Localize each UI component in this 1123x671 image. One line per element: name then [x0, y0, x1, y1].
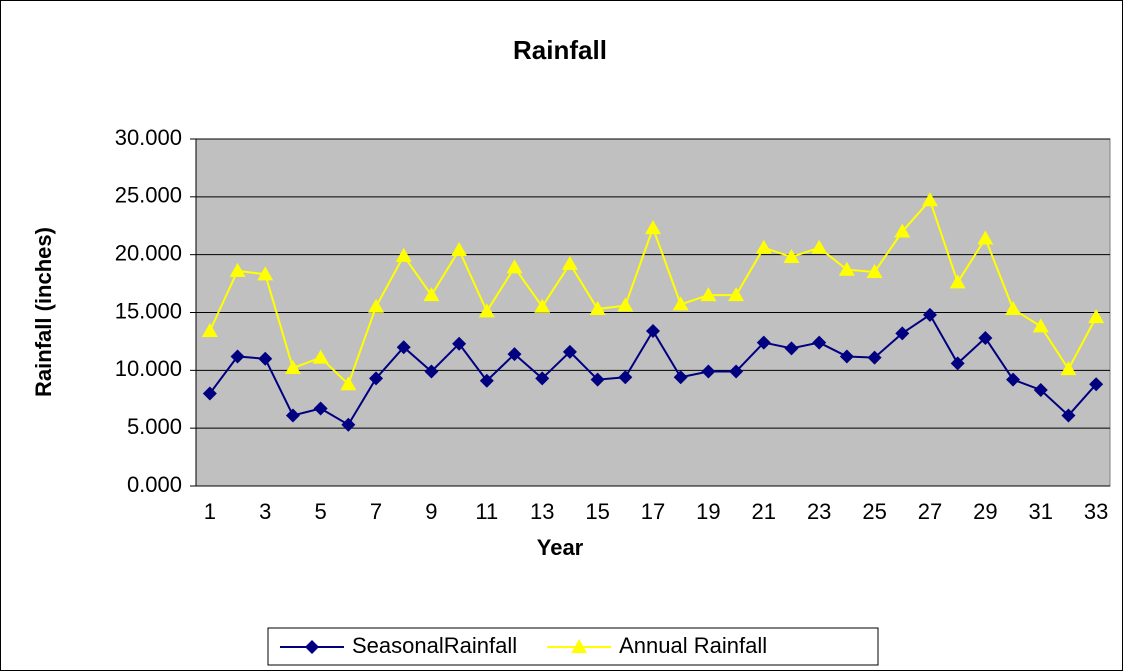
- y-tick-label: 30.000: [115, 125, 182, 150]
- x-tick-label: 27: [918, 499, 942, 524]
- point-marker: [728, 287, 745, 302]
- point-marker: [895, 326, 910, 341]
- point-marker: [617, 297, 634, 312]
- point-marker: [1032, 318, 1049, 333]
- point-marker: [424, 364, 439, 379]
- point-marker: [452, 336, 467, 351]
- point-marker: [313, 401, 328, 416]
- y-tick-label: 10.000: [115, 356, 182, 381]
- point-marker: [921, 192, 938, 207]
- x-tick-label: 29: [973, 499, 997, 524]
- point-marker: [202, 386, 217, 401]
- x-tick-label: 3: [259, 499, 271, 524]
- point-marker: [285, 408, 300, 423]
- point-marker: [811, 239, 828, 254]
- point-marker: [369, 371, 384, 386]
- x-tick-label: 31: [1029, 499, 1053, 524]
- point-marker: [312, 349, 329, 364]
- legend-label: Annual Rainfall: [619, 633, 767, 658]
- y-axis-label: Rainfall (inches): [31, 227, 56, 397]
- point-marker: [673, 370, 688, 385]
- point-marker: [729, 364, 744, 379]
- point-marker: [618, 370, 633, 385]
- point-marker: [839, 349, 854, 364]
- y-tick-label: 20.000: [115, 240, 182, 265]
- point-marker: [838, 261, 855, 276]
- point-marker: [229, 262, 246, 277]
- point-marker: [561, 255, 578, 270]
- x-tick-label: 15: [585, 499, 609, 524]
- point-marker: [672, 296, 689, 311]
- point-marker: [258, 351, 273, 366]
- point-marker: [645, 220, 661, 235]
- point-marker: [783, 248, 800, 263]
- x-tick-label: 13: [530, 499, 554, 524]
- point-marker: [784, 341, 799, 356]
- point-marker: [756, 335, 771, 350]
- point-marker: [1089, 377, 1104, 392]
- chart-title: Rainfall: [513, 35, 607, 65]
- x-tick-label: 5: [315, 499, 327, 524]
- x-tick-label: 23: [807, 499, 831, 524]
- point-marker: [201, 323, 218, 338]
- y-tick-label: 5.000: [127, 414, 182, 439]
- point-marker: [340, 376, 357, 391]
- point-marker: [305, 640, 319, 654]
- point-marker: [479, 373, 494, 388]
- point-marker: [1033, 382, 1048, 397]
- point-marker: [950, 356, 965, 371]
- y-tick-label: 15.000: [115, 298, 182, 323]
- point-marker: [562, 344, 577, 359]
- point-marker: [590, 372, 605, 387]
- x-tick-label: 9: [425, 499, 437, 524]
- y-tick-label: 25.000: [115, 183, 182, 208]
- x-tick-label: 19: [696, 499, 720, 524]
- point-marker: [257, 266, 274, 281]
- point-marker: [589, 301, 606, 316]
- point-marker: [977, 230, 994, 245]
- point-marker: [571, 639, 588, 653]
- point-marker: [949, 274, 966, 289]
- point-marker: [867, 350, 882, 365]
- point-marker: [534, 298, 551, 313]
- point-marker: [506, 259, 523, 274]
- point-marker: [755, 239, 772, 254]
- point-marker: [700, 287, 717, 302]
- legend-label: SeasonalRainfall: [352, 633, 517, 658]
- point-marker: [451, 242, 468, 257]
- point-marker: [478, 303, 495, 318]
- point-marker: [230, 349, 245, 364]
- x-tick-label: 21: [752, 499, 776, 524]
- point-marker: [922, 307, 937, 322]
- point-marker: [646, 324, 660, 339]
- point-marker: [284, 360, 301, 375]
- point-marker: [507, 347, 522, 362]
- point-marker: [1005, 301, 1022, 316]
- point-marker: [978, 330, 993, 345]
- point-marker: [1060, 361, 1077, 376]
- point-marker: [396, 340, 411, 355]
- point-marker: [701, 364, 716, 379]
- x-tick-label: 7: [370, 499, 382, 524]
- point-marker: [1006, 372, 1021, 387]
- point-marker: [812, 335, 827, 350]
- x-tick-label: 33: [1084, 499, 1108, 524]
- x-axis-label: Year: [537, 535, 584, 560]
- point-marker: [395, 247, 412, 262]
- y-tick-label: 0.000: [127, 472, 182, 497]
- x-tick-label: 1: [204, 499, 216, 524]
- point-marker: [341, 417, 356, 432]
- point-marker: [1088, 309, 1105, 324]
- point-marker: [368, 298, 385, 313]
- point-marker: [423, 287, 440, 302]
- point-marker: [894, 223, 911, 238]
- point-marker: [866, 264, 883, 279]
- x-tick-label: 25: [862, 499, 886, 524]
- x-tick-label: 17: [641, 499, 665, 524]
- point-marker: [1061, 408, 1076, 423]
- point-marker: [535, 371, 550, 386]
- x-tick-label: 11: [475, 499, 498, 524]
